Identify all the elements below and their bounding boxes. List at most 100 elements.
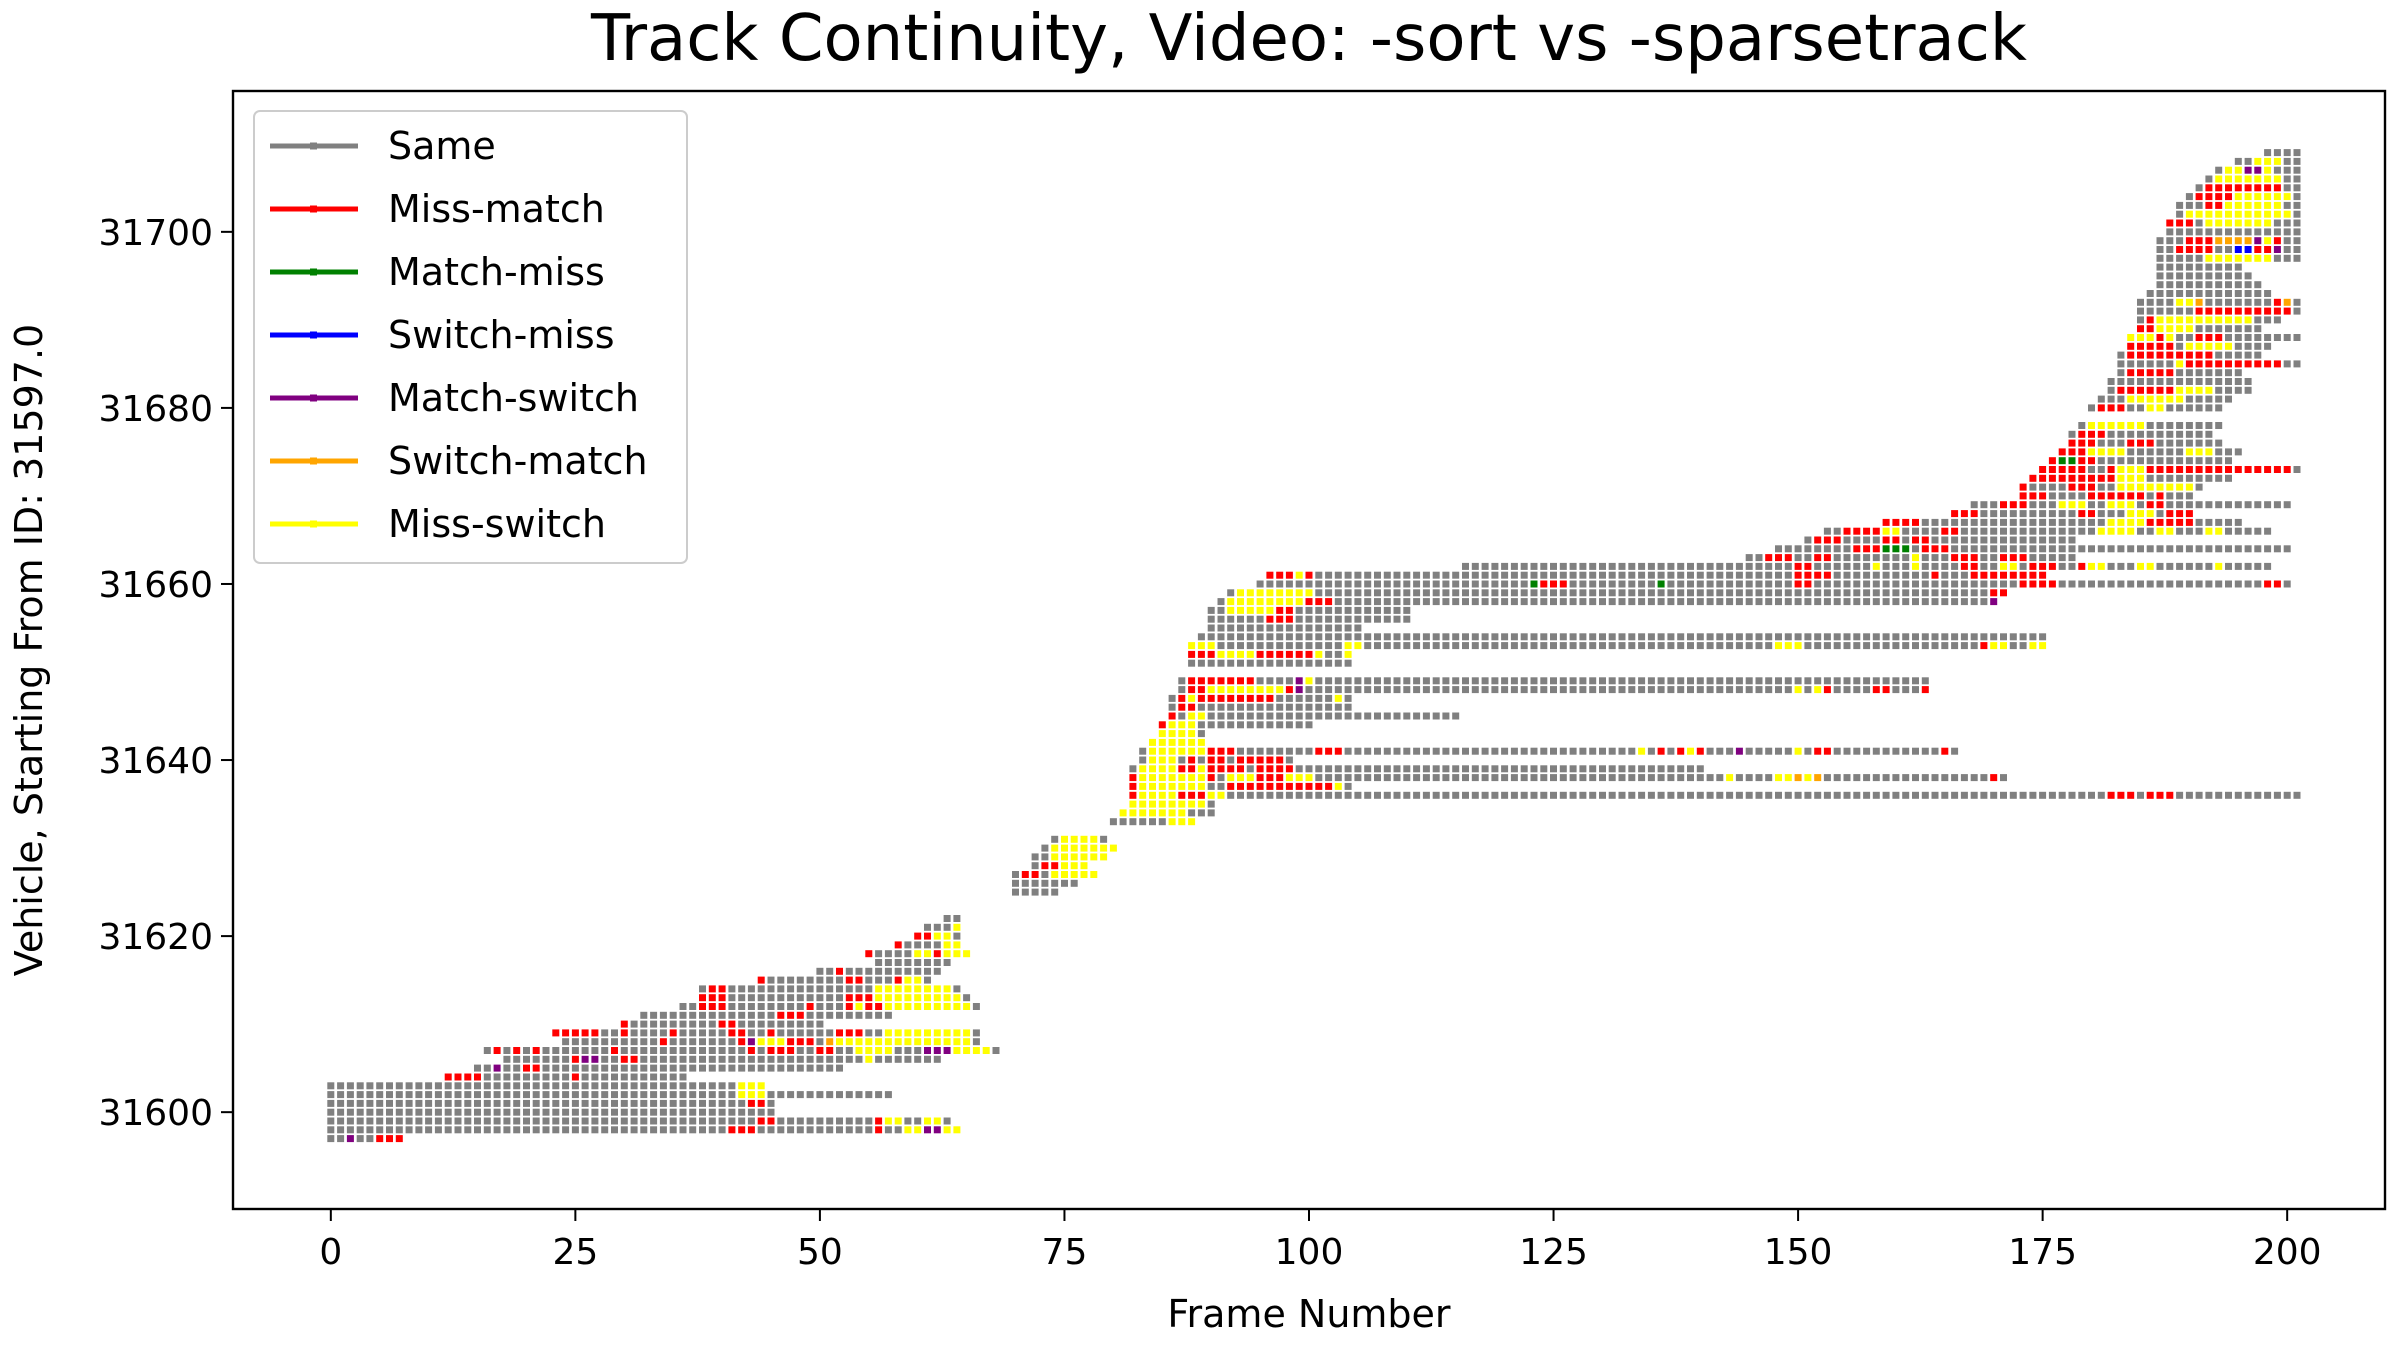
- x-tick-label: 75: [1042, 1232, 1088, 1273]
- data-point-same: [2019, 518, 2027, 526]
- data-point-same: [2146, 474, 2154, 482]
- data-point-same: [1589, 686, 1597, 694]
- data-point-miss-match: [2166, 791, 2174, 799]
- data-point-same: [2176, 457, 2184, 465]
- data-point-same: [2097, 510, 2105, 518]
- data-point-same: [689, 1091, 697, 1099]
- data-point-miss-switch: [2254, 219, 2262, 227]
- data-point-miss-match: [1021, 871, 1029, 878]
- data-point-same: [1413, 633, 1421, 641]
- data-point-same: [1784, 598, 1792, 606]
- data-point-same: [1559, 747, 1567, 755]
- data-point-same: [1569, 774, 1577, 782]
- data-point-same: [796, 1126, 804, 1134]
- data-point-same: [1383, 765, 1391, 773]
- data-point-same: [1334, 615, 1342, 623]
- data-point-same: [1462, 791, 1469, 799]
- data-point-same: [2244, 298, 2252, 306]
- data-point-miss-match: [1931, 545, 1939, 553]
- data-point-miss-match: [2146, 386, 2154, 394]
- data-point-same: [2137, 316, 2144, 324]
- data-point-same: [1305, 606, 1313, 614]
- data-point-same: [630, 1047, 638, 1054]
- x-tick-label: 25: [552, 1232, 598, 1273]
- data-point-same: [1471, 633, 1479, 641]
- data-point-same: [1383, 686, 1391, 694]
- data-point-same: [1775, 571, 1782, 579]
- data-point-same: [1902, 589, 1910, 597]
- data-point-same: [1775, 545, 1782, 553]
- data-point-same: [2215, 290, 2223, 297]
- data-point-miss-match: [2264, 307, 2272, 315]
- data-point-miss-match: [591, 1029, 599, 1037]
- data-point-miss-match: [2019, 501, 2027, 509]
- data-point-miss-match: [2088, 430, 2095, 438]
- data-point-same: [1452, 791, 1460, 799]
- data-point-same: [1599, 589, 1606, 597]
- data-point-same: [689, 1082, 697, 1090]
- data-point-miss-match: [2156, 334, 2164, 341]
- data-point-same: [1344, 598, 1352, 606]
- data-point-same: [356, 1091, 364, 1099]
- data-point-miss-match: [699, 1003, 706, 1010]
- data-point-miss-match: [836, 1029, 843, 1037]
- data-point-same: [2058, 554, 2066, 562]
- data-point-miss-match: [2166, 466, 2174, 473]
- data-point-same: [796, 1055, 804, 1063]
- data-point-same: [1638, 598, 1646, 606]
- data-point-same: [1266, 642, 1274, 650]
- data-point-miss-match: [728, 1020, 736, 1028]
- data-point-miss-match: [1256, 650, 1264, 658]
- data-point-same: [2225, 474, 2232, 482]
- data-point-miss-match: [2097, 492, 2105, 500]
- data-point-same: [1608, 571, 1616, 579]
- data-point-same: [581, 1047, 589, 1054]
- data-point-same: [1784, 686, 1792, 694]
- data-point-miss-switch: [1149, 774, 1156, 782]
- data-point-same: [1422, 677, 1430, 685]
- data-point-same: [2195, 228, 2203, 236]
- data-point-miss-match: [2117, 492, 2125, 500]
- data-point-same: [1912, 580, 1919, 588]
- data-point-same: [415, 1126, 423, 1134]
- data-point-miss-match: [444, 1073, 452, 1081]
- data-point-miss-switch: [2107, 501, 2115, 509]
- data-point-same: [1638, 562, 1646, 570]
- data-point-same: [1657, 598, 1665, 606]
- data-point-same: [1383, 580, 1391, 588]
- data-point-same: [601, 1029, 609, 1037]
- data-point-same: [1168, 694, 1176, 702]
- data-point-same: [1902, 774, 1910, 782]
- data-point-same: [2225, 334, 2232, 341]
- data-point-same: [816, 967, 824, 975]
- data-point-same: [836, 1126, 843, 1134]
- data-point-same: [1716, 642, 1724, 650]
- data-point-same: [2146, 492, 2154, 500]
- data-point-same: [2127, 580, 2135, 588]
- data-point-miss-switch: [2205, 448, 2213, 456]
- data-point-same: [728, 1108, 736, 1116]
- data-point-same: [1501, 677, 1509, 685]
- data-point-miss-match: [865, 1003, 873, 1010]
- data-point-same: [1442, 598, 1450, 606]
- data-point-same: [2156, 439, 2164, 447]
- data-point-same: [1706, 633, 1714, 641]
- data-point-same: [1325, 589, 1333, 597]
- data-point-same: [2254, 281, 2262, 289]
- data-point-same: [2234, 545, 2242, 553]
- data-point-same: [1628, 633, 1636, 641]
- data-point-miss-match: [2137, 369, 2144, 377]
- data-point-same: [562, 1099, 570, 1107]
- data-point-same: [1735, 791, 1743, 799]
- data-point-same: [1207, 703, 1215, 711]
- data-point-same: [552, 1073, 560, 1081]
- data-point-same: [483, 1064, 491, 1072]
- data-point-miss-match: [1237, 765, 1244, 773]
- data-point-same: [1745, 633, 1753, 641]
- data-point-same: [1422, 791, 1430, 799]
- data-point-match-switch: [1295, 686, 1303, 694]
- data-point-same: [1520, 774, 1528, 782]
- data-point-same: [659, 1055, 667, 1063]
- data-point-same: [346, 1082, 354, 1090]
- data-point-miss-switch: [2156, 395, 2164, 403]
